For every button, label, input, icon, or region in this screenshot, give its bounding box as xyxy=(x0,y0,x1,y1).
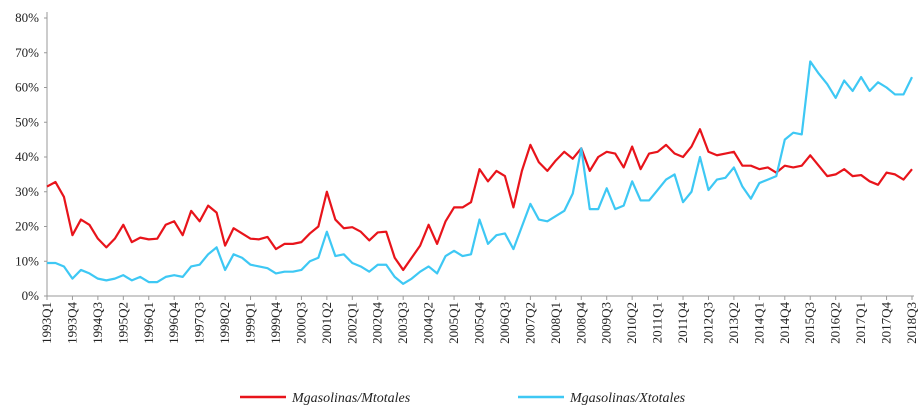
x-tick-label: 2005Q1 xyxy=(446,302,461,344)
x-tick-label: 2009Q3 xyxy=(599,302,614,344)
x-tick-label: 2001Q2 xyxy=(319,302,334,344)
y-tick-label: 0% xyxy=(22,288,40,303)
x-tick-label: 1999Q1 xyxy=(243,302,258,344)
y-tick-label: 60% xyxy=(15,80,39,95)
x-tick-label: 2018Q3 xyxy=(904,302,919,344)
x-tick-label: 2008Q4 xyxy=(573,302,588,344)
x-tick-label: 1998Q2 xyxy=(217,302,232,344)
x-tick-label: 2011Q1 xyxy=(650,302,665,343)
x-tick-label: 1997Q3 xyxy=(192,302,207,344)
y-tick-label: 30% xyxy=(15,184,39,199)
x-tick-label: 2011Q4 xyxy=(675,302,690,344)
x-tick-label: 2006Q3 xyxy=(497,302,512,344)
x-tick-label: 2012Q3 xyxy=(700,302,715,344)
y-tick-label: 10% xyxy=(15,253,39,268)
x-tick-label: 1996Q1 xyxy=(141,302,156,344)
x-tick-label: 1995Q2 xyxy=(115,302,130,344)
y-tick-label: 50% xyxy=(15,114,39,129)
x-tick-label: 2017Q4 xyxy=(879,302,894,344)
x-tick-label: 2017Q1 xyxy=(853,302,868,344)
x-tick-label: 2000Q3 xyxy=(293,302,308,344)
x-tick-label: 1993Q1 xyxy=(39,302,54,344)
x-tick-label: 1996Q4 xyxy=(166,302,181,344)
y-tick-label: 40% xyxy=(15,149,39,164)
x-tick-label: 2007Q2 xyxy=(522,302,537,344)
x-tick-label: 2004Q2 xyxy=(421,302,436,344)
x-tick-label: 2014Q4 xyxy=(777,302,792,344)
x-tick-label: 1999Q4 xyxy=(268,302,283,344)
x-tick-label: 1994Q3 xyxy=(90,302,105,344)
x-tick-label: 2002Q1 xyxy=(344,302,359,344)
legend-label: Mgasolinas/Mtotales xyxy=(291,391,411,406)
y-tick-label: 20% xyxy=(15,219,39,234)
x-tick-label: 2014Q1 xyxy=(751,302,766,344)
legend-label: Mgasolinas/Xtotales xyxy=(569,391,686,406)
x-tick-label: 2008Q1 xyxy=(548,302,563,344)
x-tick-label: 2005Q4 xyxy=(472,302,487,344)
y-tick-label: 70% xyxy=(15,45,39,60)
x-tick-label: 2013Q2 xyxy=(726,302,741,344)
x-tick-label: 1993Q4 xyxy=(64,302,79,344)
series-line xyxy=(46,128,913,272)
x-tick-label: 2003Q3 xyxy=(395,302,410,344)
x-tick-label: 2016Q2 xyxy=(828,302,843,344)
y-tick-label: 80% xyxy=(15,10,39,25)
x-tick-label: 2015Q3 xyxy=(802,302,817,344)
x-tick-label: 2010Q2 xyxy=(624,302,639,344)
series-line xyxy=(47,60,913,285)
x-tick-label: 2002Q4 xyxy=(370,302,385,344)
